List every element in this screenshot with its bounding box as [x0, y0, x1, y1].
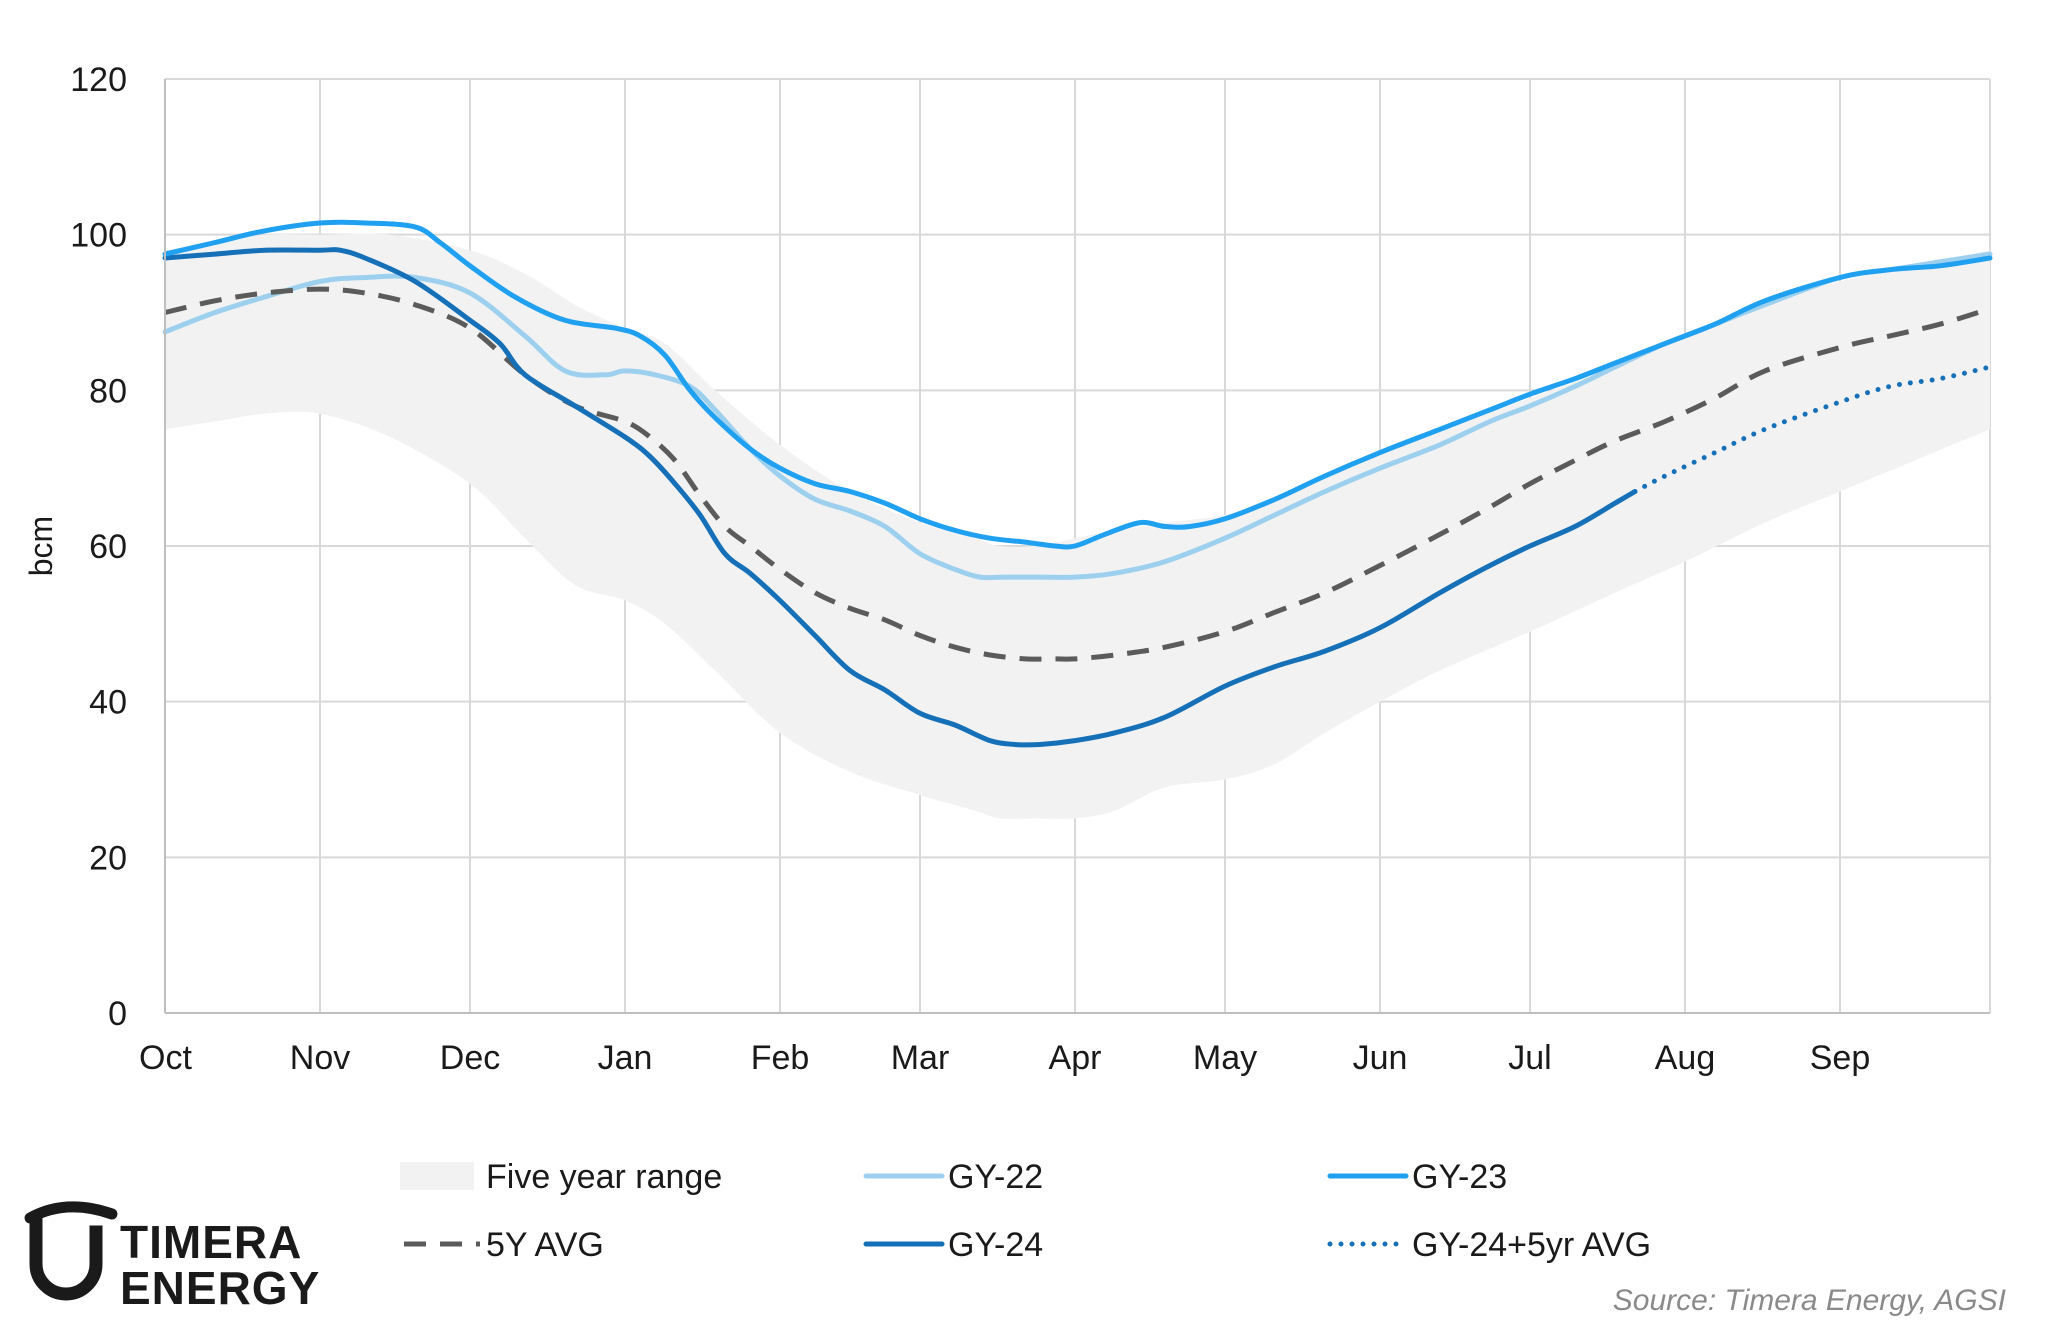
x-tick-label-dec: Dec	[440, 1039, 500, 1077]
x-tick-label-oct: Oct	[139, 1039, 192, 1077]
legend-item-gy-24-5yr-avg: GY-24+5yr AVG	[1327, 1226, 1651, 1264]
series-line-gy-23	[162, 219, 1993, 550]
legend-item-gy-22: GY-22	[863, 1158, 1043, 1196]
x-tick-label-jan: Jan	[598, 1039, 653, 1077]
legend-swatch-range	[400, 1162, 474, 1190]
logo-line-1: TIMERA	[120, 1216, 302, 1268]
y-tick-label-40: 40	[89, 684, 127, 722]
x-tick-label-nov: Nov	[290, 1039, 350, 1077]
y-tick-label-80: 80	[89, 372, 127, 410]
series-line-gy-24	[162, 247, 1638, 748]
legend: Five year range GY-22 GY-23 5Y AVG GY-24 GY-2…	[400, 1158, 1651, 1264]
x-tick-label-sep: Sep	[1810, 1039, 1871, 1077]
y-tick-label-20: 20	[89, 839, 127, 877]
x-tick-label-may: May	[1193, 1039, 1257, 1077]
series-line-gy-22	[162, 251, 1993, 581]
timera-logo-swoosh	[24, 1201, 118, 1224]
x-tick-label-apr: Apr	[1049, 1039, 1102, 1077]
y-axis-title: bcm	[23, 516, 59, 576]
legend-item-gy-24: GY-24	[863, 1226, 1043, 1264]
series-layer	[162, 219, 1993, 748]
x-tick-label-mar: Mar	[891, 1039, 950, 1077]
x-tick-label-jul: Jul	[1508, 1039, 1551, 1077]
x-tick-label-aug: Aug	[1655, 1039, 1716, 1077]
legend-item-5y-avg: 5Y AVG	[404, 1226, 604, 1264]
y-tick-label-100: 100	[70, 217, 127, 255]
five-year-range-band	[165, 233, 1990, 819]
series-line-5y-avg	[164, 286, 1991, 662]
legend-label-gy-24: GY-24	[948, 1226, 1043, 1264]
legend-item-gy-23: GY-23	[1327, 1158, 1507, 1196]
y-tick-label-120: 120	[70, 61, 127, 99]
legend-label-gy-24-5yr-avg: GY-24+5yr AVG	[1412, 1226, 1651, 1264]
y-tick-label-60: 60	[89, 528, 127, 566]
legend-label-gy-23: GY-23	[1412, 1158, 1507, 1196]
y-tick-label-0: 0	[108, 995, 127, 1033]
timera-logo: TIMERA ENERGY	[24, 1201, 320, 1314]
timera-logo-mark	[29, 1217, 103, 1301]
source-note: Source: Timera Energy, AGSI	[1613, 1284, 2006, 1317]
legend-label-gy-22: GY-22	[948, 1158, 1043, 1196]
x-tick-label-feb: Feb	[751, 1039, 810, 1077]
logo-line-2: ENERGY	[120, 1262, 320, 1314]
legend-label-five-year-range: Five year range	[486, 1158, 722, 1196]
x-tick-label-jun: Jun	[1353, 1039, 1408, 1077]
legend-item-five-year-range: Five year range	[400, 1158, 722, 1196]
five-year-range-layer	[165, 233, 1990, 819]
axis-layer: 0 20 40 60 80 100 120 Oct Nov Dec Jan Feb Mar Apr May J…	[70, 61, 1990, 1077]
legend-label-5y-avg: 5Y AVG	[486, 1226, 604, 1264]
